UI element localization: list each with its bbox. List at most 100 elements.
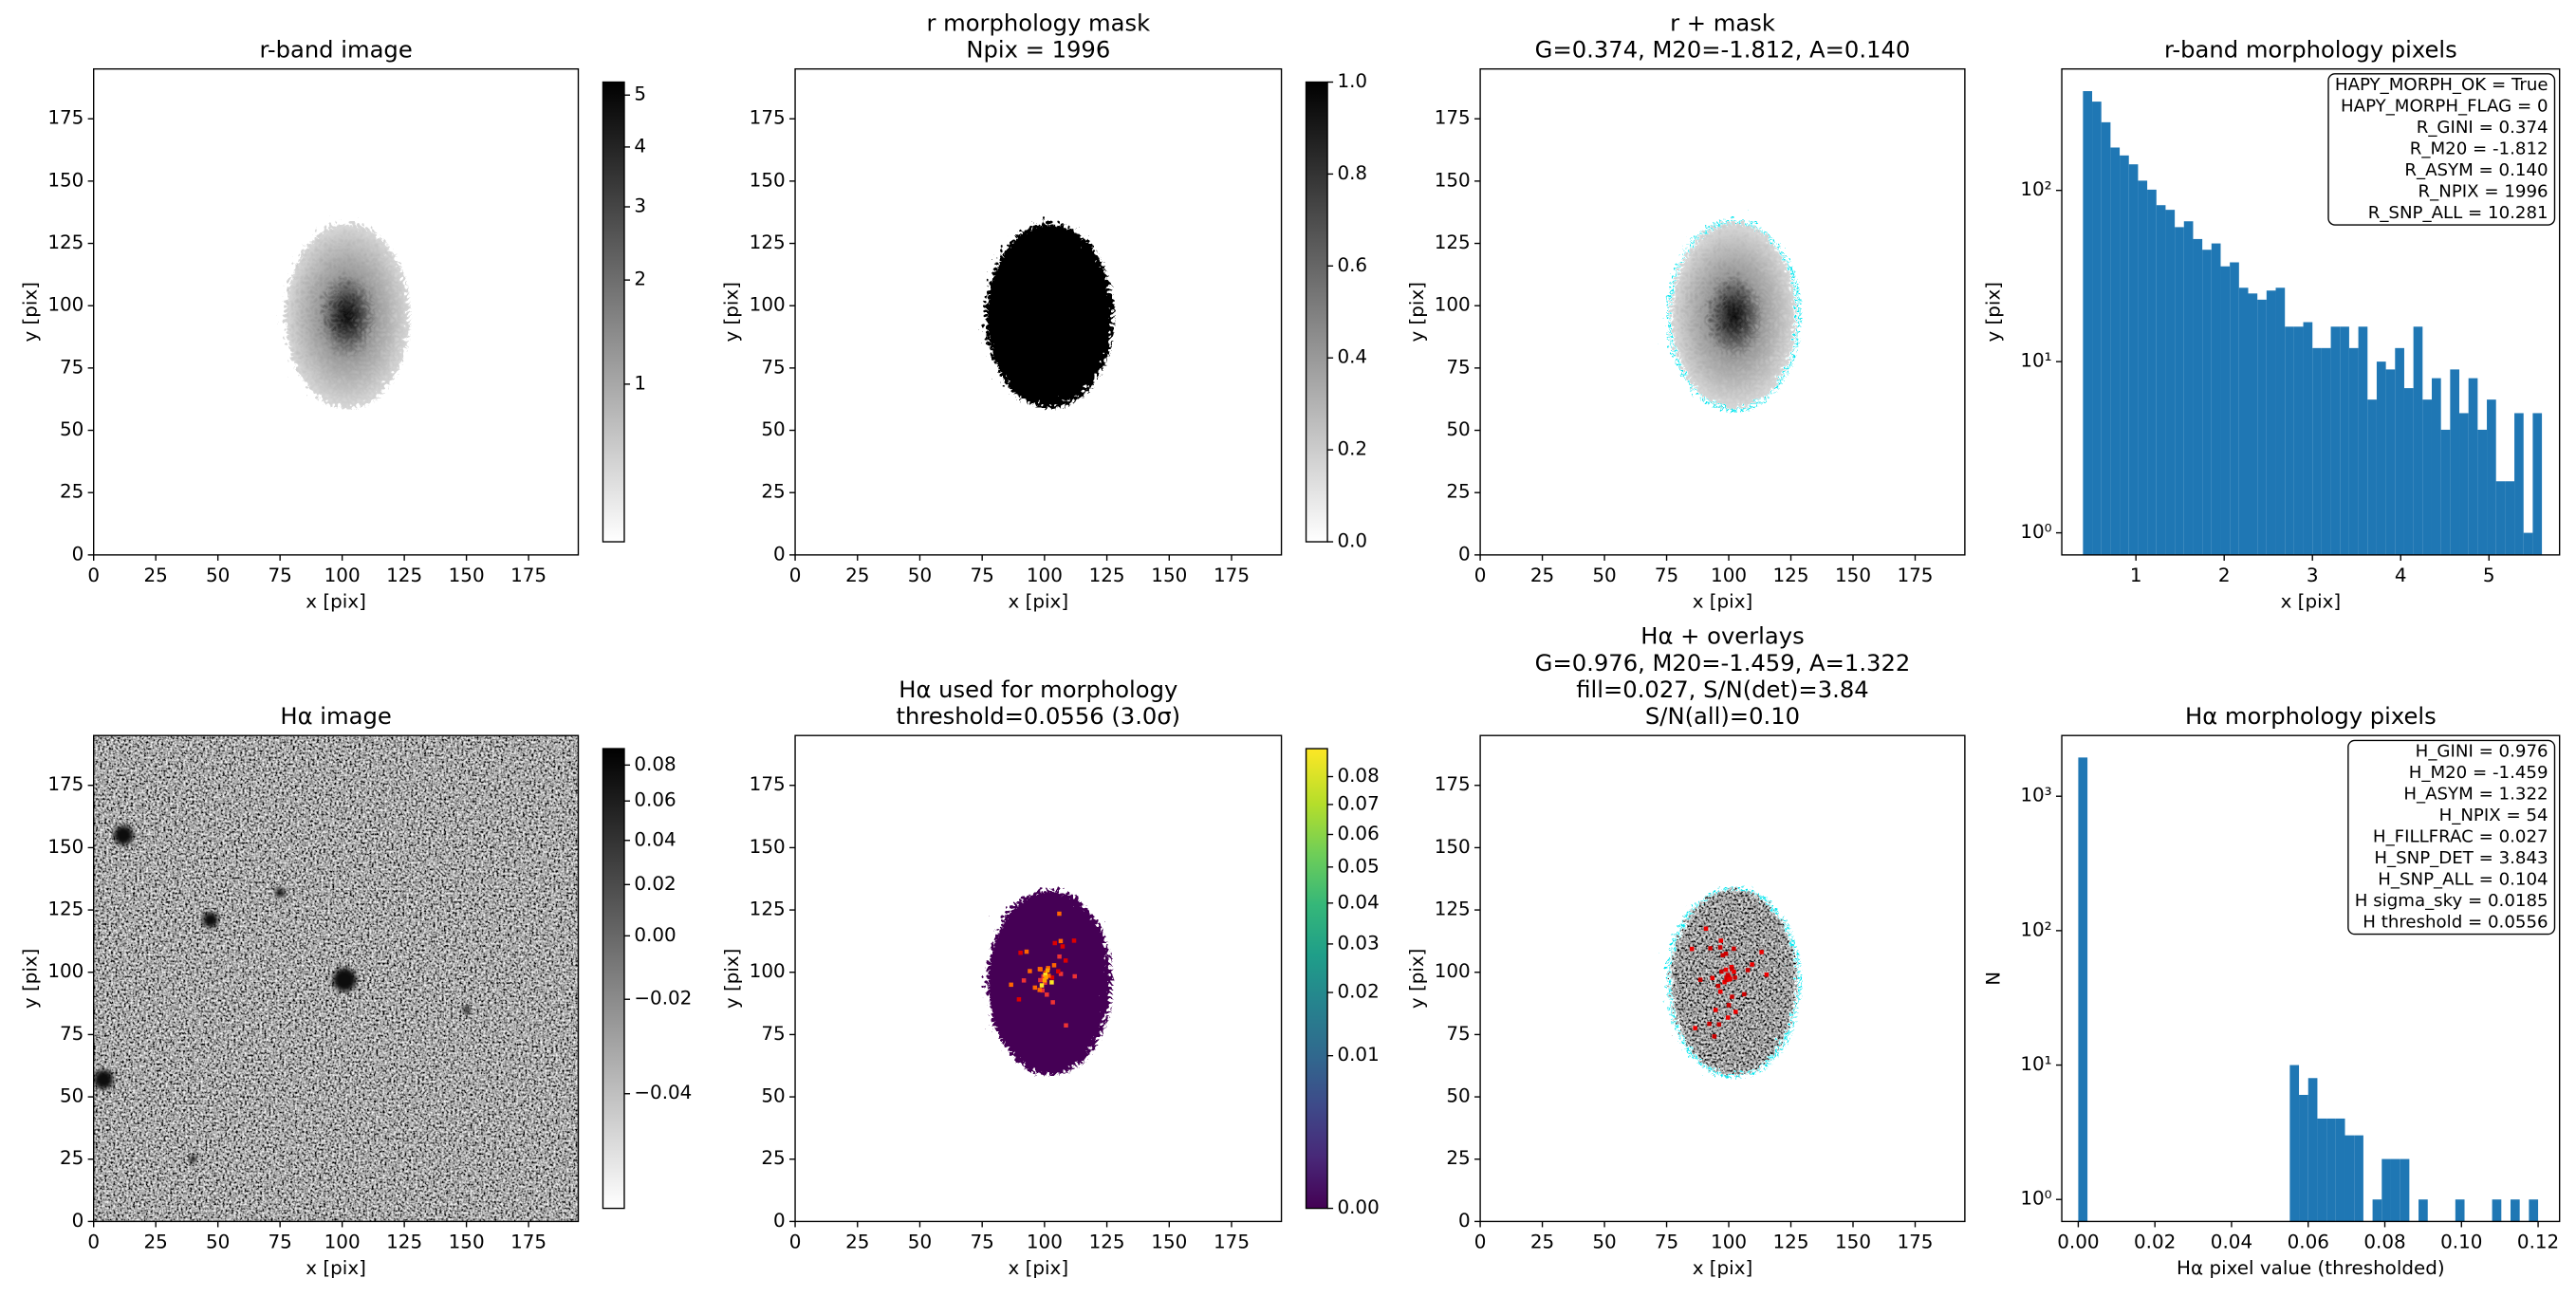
detected-pixel — [1045, 968, 1050, 973]
y-tick-label: 175 — [47, 107, 83, 129]
plot-area — [795, 68, 1282, 555]
x-tick-label: 0 — [87, 1231, 100, 1252]
histogram-bar — [2335, 1118, 2345, 1222]
histogram-bar — [2495, 481, 2506, 555]
x-axis-label: x [pix] — [2281, 591, 2342, 613]
dark-source — [93, 1069, 114, 1090]
detected-pixel — [1708, 946, 1713, 951]
x-tick-label: 75 — [1655, 565, 1678, 586]
annotation-line: H threshold = 0.0556 — [2363, 912, 2548, 932]
x-tick-label: 0.08 — [2363, 1231, 2405, 1252]
detected-pixel — [1038, 967, 1043, 972]
annotation-frame — [2347, 739, 2556, 936]
colorbar-tick-label: 0.00 — [1337, 1196, 1379, 1218]
y-tick-label: 125 — [750, 899, 786, 920]
histogram-bar — [2431, 378, 2441, 555]
annotation-line: H_NPIX = 54 — [2439, 806, 2548, 825]
histogram-bar — [2440, 429, 2451, 555]
x-tick-label: 50 — [206, 1231, 230, 1252]
panel-title: r + mask — [1670, 9, 1775, 36]
histogram-bar — [2395, 347, 2404, 555]
y-tick-label: 10³ — [2020, 785, 2051, 806]
x-tick-label: 75 — [268, 565, 291, 586]
detected-pixel — [1043, 980, 1047, 985]
y-tick-label: 75 — [761, 356, 785, 378]
histogram-bar — [2307, 1078, 2318, 1222]
histogram-bar — [2285, 326, 2294, 555]
histogram-bar — [2354, 1135, 2363, 1222]
histogram-bar — [2078, 757, 2088, 1222]
annotation-line: R_SNP_ALL = 10.281 — [2368, 203, 2548, 223]
plot-area — [1480, 68, 1965, 555]
histogram-bar — [2312, 347, 2322, 555]
detected-pixel — [1044, 974, 1048, 980]
mask-contour — [1662, 215, 1795, 406]
histogram-bar — [2532, 413, 2543, 555]
x-tick-label: 100 — [1027, 1231, 1063, 1252]
x-tick-label: 75 — [268, 1231, 291, 1252]
x-tick-label: 25 — [1530, 1231, 1554, 1252]
detected-pixel — [1733, 1010, 1738, 1014]
x-axis-label: x [pix] — [1693, 591, 1753, 613]
annotation-line: H_FILLFRAC = 0.027 — [2373, 826, 2548, 846]
x-tick-label: 0 — [1474, 1231, 1487, 1252]
x-axis-label: Hα pixel value (thresholded) — [2177, 1257, 2445, 1279]
colorbar-tick-label: −0.04 — [634, 1082, 692, 1103]
colorbar — [1305, 748, 1328, 1210]
x-tick-label: 2 — [2218, 565, 2231, 586]
colorbar-tick-label: 3 — [634, 195, 646, 217]
y-tick-label: 150 — [47, 169, 83, 191]
detected-pixel — [1052, 940, 1058, 946]
detected-pixel — [1009, 982, 1013, 988]
histogram-bar — [2376, 361, 2386, 555]
histogram-bar — [2183, 221, 2194, 555]
panel: 1 2 3 4 5 10⁰ 10¹ 10² r-band morphology pixels x … — [1983, 37, 2561, 613]
x-tick-label: 0.02 — [2134, 1231, 2176, 1252]
y-tick-label: 150 — [47, 836, 83, 858]
x-tick-label: 175 — [1898, 565, 1934, 586]
panel-title: Hα image — [280, 703, 391, 730]
detected-pixel — [1717, 945, 1723, 950]
y-tick-label: 175 — [750, 107, 786, 129]
detected-pixel — [1733, 975, 1737, 980]
detected-pixel — [1716, 1022, 1722, 1027]
x-tick-label: 50 — [908, 565, 932, 586]
x-tick-label: 25 — [845, 1231, 869, 1252]
histogram-bar — [2120, 155, 2129, 555]
y-tick-label: 50 — [60, 418, 83, 440]
x-tick-label: 0.06 — [2288, 1231, 2329, 1252]
panel-title: fill=0.027, S/N(det)=3.84 — [1576, 676, 1868, 703]
colorbar-tick-label: 1.0 — [1337, 70, 1367, 92]
histogram-bar — [2299, 1094, 2308, 1222]
detected-pixel — [1759, 950, 1764, 954]
y-tick-label: 100 — [750, 294, 786, 316]
detected-pixel — [1038, 977, 1043, 983]
panel-title: r-band image — [259, 37, 412, 64]
panel-title: G=0.374, M20=-1.812, A=0.140 — [1535, 37, 1911, 64]
histogram-bar — [2230, 262, 2239, 555]
colorbar-tick-label: 0.8 — [1337, 162, 1367, 184]
detected-pixel — [1039, 983, 1045, 988]
detected-pixel — [1060, 944, 1066, 949]
x-tick-label: 25 — [144, 565, 168, 586]
detected-pixel — [1730, 994, 1734, 999]
colorbar — [602, 748, 625, 1210]
dark-source — [462, 1005, 471, 1014]
histogram-bar — [2468, 378, 2478, 555]
colorbar-tick-label: 0.6 — [1337, 254, 1367, 276]
histogram-bar — [2477, 429, 2488, 555]
colorbar-tick-label: 2 — [634, 269, 646, 290]
colorbar-tick-label: 0.05 — [1337, 855, 1379, 877]
axes-frame — [2061, 734, 2561, 1223]
dark-source — [274, 887, 286, 898]
detected-pixel — [1764, 973, 1770, 977]
x-tick-label: 50 — [908, 1231, 932, 1252]
panel-title: S/N(all)=0.10 — [1645, 703, 1800, 730]
x-tick-label: 50 — [206, 565, 230, 586]
histogram-bar — [2165, 210, 2176, 555]
panel-title: threshold=0.0556 (3.0σ) — [896, 703, 1180, 730]
detected-pixel — [1745, 968, 1751, 973]
